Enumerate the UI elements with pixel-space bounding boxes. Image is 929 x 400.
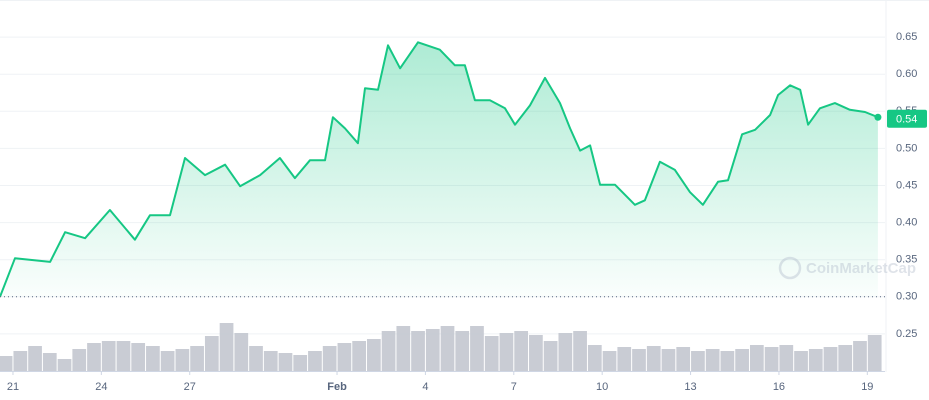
volume-bar [204, 336, 219, 371]
volume-bar [411, 331, 425, 371]
volume-bar [131, 343, 146, 371]
y-tick-label: 0.25 [896, 328, 917, 340]
volume-bar [632, 349, 646, 371]
volume-bar [705, 349, 720, 371]
volume-bar [514, 331, 529, 371]
volume-bar [87, 343, 101, 371]
y-tick-label: 0.40 [896, 217, 917, 229]
x-tick-label: 24 [95, 381, 107, 393]
volume-bar [617, 347, 632, 371]
volume-bar [263, 351, 278, 371]
x-tick-label: Feb [327, 381, 347, 393]
volume-bar [602, 351, 617, 371]
volume-bar [116, 341, 131, 371]
volume-bar [676, 347, 691, 371]
volume-bar [160, 351, 175, 371]
volume-bar [28, 346, 42, 371]
volume-bar [308, 351, 322, 371]
current-price-label: 0.54 [896, 114, 917, 126]
volume-bar [543, 341, 558, 371]
x-tick-label: 19 [861, 381, 873, 393]
x-tick-label: 4 [422, 381, 428, 393]
y-tick-label: 0.60 [896, 68, 917, 80]
x-tick-label: 10 [596, 381, 608, 393]
volume-bar [764, 347, 779, 371]
volume-bar [646, 346, 661, 371]
x-tick-label: 7 [511, 381, 517, 393]
volume-bar [499, 333, 514, 371]
volume-bar [322, 346, 337, 371]
last-point [874, 113, 882, 121]
volume-bar [0, 356, 13, 371]
watermark-text: CoinMarketCap [806, 260, 916, 277]
volume-bar [529, 335, 543, 371]
volume-bar [440, 326, 455, 371]
x-tick-label: 27 [184, 381, 196, 393]
volume-bar [175, 349, 190, 371]
x-tick-label: 13 [684, 381, 696, 393]
volume-bar [42, 353, 57, 371]
volume-bar [190, 346, 204, 371]
volume-bar [470, 326, 484, 371]
volume-bar [72, 349, 87, 371]
y-tick-label: 0.65 [896, 31, 917, 43]
volume-bar [779, 345, 794, 371]
volume-bar [867, 335, 882, 371]
volume-bar [146, 346, 160, 371]
volume-bar [573, 331, 587, 371]
price-area [0, 42, 878, 297]
volume-bar [587, 345, 602, 371]
watermark-logo [778, 256, 802, 280]
volume-bar [749, 345, 764, 371]
volume-bar [352, 341, 366, 371]
y-tick-label: 0.45 [896, 179, 917, 191]
volume-bar [381, 331, 396, 371]
volume-bar [425, 329, 440, 371]
x-tick-label: 21 [7, 381, 19, 393]
volume-bar [249, 346, 263, 371]
x-tick-label: 16 [773, 381, 785, 393]
volume-bar [57, 359, 72, 371]
volume-bar [484, 336, 499, 371]
volume-bar [366, 339, 381, 371]
volume-bar [661, 349, 676, 371]
volume-bar [735, 349, 749, 371]
y-tick-label: 0.50 [896, 142, 917, 154]
volume-bar [101, 341, 116, 371]
volume-bar [720, 351, 735, 371]
volume-bar [13, 351, 28, 371]
volume-bar [396, 326, 411, 371]
volume-bar [853, 341, 867, 371]
volume-bar [691, 351, 705, 371]
volume-bar [219, 323, 234, 371]
volume-bar [455, 331, 470, 371]
current-price-tag [887, 109, 927, 128]
price-line [0, 41, 879, 298]
y-tick-label: 0.30 [896, 291, 917, 303]
volume-bar [293, 355, 308, 371]
volume-bar [808, 349, 823, 371]
volume-bar [823, 347, 838, 371]
volume-bar [337, 343, 352, 371]
volume-bar [794, 351, 808, 371]
volume-bar [278, 353, 293, 371]
y-tick-label: 0.35 [896, 254, 917, 266]
volume-bar [234, 333, 249, 371]
volume-bar [558, 333, 573, 371]
volume-bar [838, 345, 853, 371]
watermark: CoinMarketCap [778, 256, 916, 280]
